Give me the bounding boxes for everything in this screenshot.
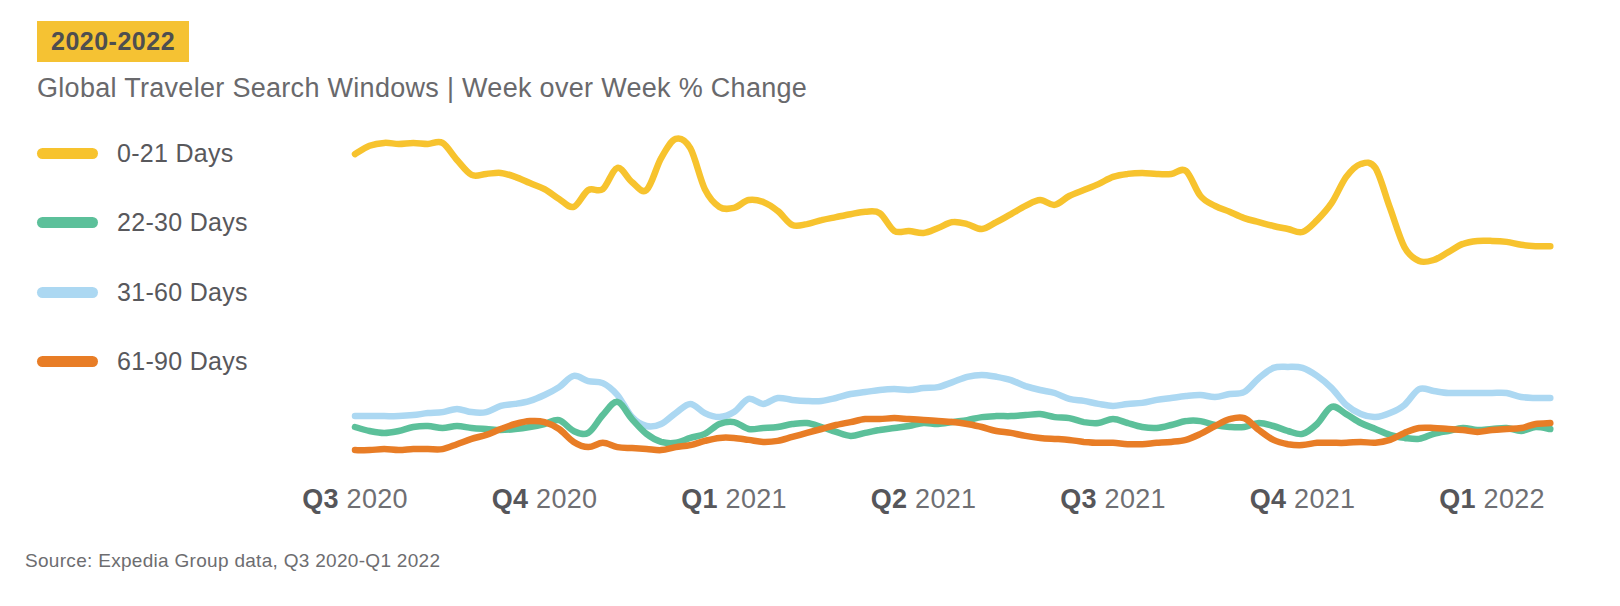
x-axis-quarter: Q4 — [1250, 484, 1287, 514]
x-axis-label-q3-2021: Q3 2021 — [1060, 484, 1166, 515]
line-chart — [0, 0, 1620, 606]
x-axis-label-q1-2021: Q1 2021 — [681, 484, 787, 515]
x-axis-quarter: Q1 — [1439, 484, 1476, 514]
x-axis-year: 2021 — [1286, 484, 1355, 514]
x-axis-year: 2020 — [528, 484, 597, 514]
x-axis-year: 2021 — [718, 484, 787, 514]
x-axis-quarter: Q3 — [302, 484, 339, 514]
series-line-31-60-days — [355, 367, 1550, 427]
source-attribution: Source: Expedia Group data, Q3 2020-Q1 2… — [25, 550, 440, 572]
series-line-0-21-days — [355, 138, 1550, 262]
x-axis-quarter: Q3 — [1060, 484, 1097, 514]
x-axis-year: 2021 — [907, 484, 976, 514]
x-axis-year: 2022 — [1476, 484, 1545, 514]
x-axis-year: 2020 — [339, 484, 408, 514]
x-axis-label-q1-2022: Q1 2022 — [1439, 484, 1545, 515]
x-axis-quarter: Q2 — [871, 484, 908, 514]
x-axis-year: 2021 — [1097, 484, 1166, 514]
x-axis-label-q4-2020: Q4 2020 — [492, 484, 598, 515]
series-line-61-90-days — [355, 417, 1550, 450]
x-axis-label-q3-2020: Q3 2020 — [302, 484, 408, 515]
x-axis-quarter: Q4 — [492, 484, 529, 514]
x-axis-label-q4-2021: Q4 2021 — [1250, 484, 1356, 515]
x-axis-label-q2-2021: Q2 2021 — [871, 484, 977, 515]
x-axis-quarter: Q1 — [681, 484, 718, 514]
